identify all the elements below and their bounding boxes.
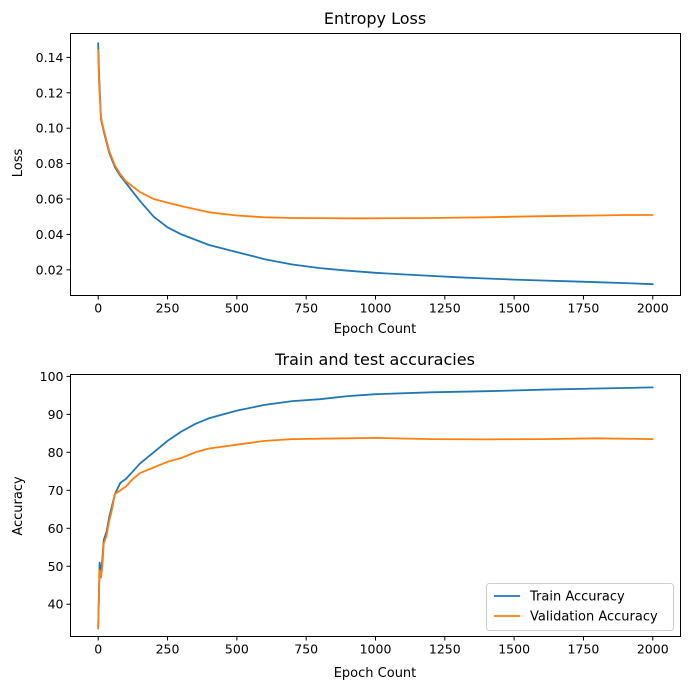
loss-y-axis-label: Loss: [11, 149, 26, 178]
accuracy-y-ticks: 40 50 60 70 80 90 100: [40, 369, 71, 612]
accuracy-x-tick-label: 1500: [498, 642, 530, 657]
accuracy-x-tick-label: 750: [294, 642, 318, 657]
loss-y-tick-label: 0.12: [36, 85, 64, 100]
loss-chart-title: Entropy Loss: [324, 9, 426, 28]
legend-validation-label: Validation Accuracy: [530, 610, 658, 625]
loss-x-ticks: 0 250 500 750 1000 1250 1500 1750 2000: [94, 295, 669, 316]
accuracy-y-tick-label: 50: [48, 559, 64, 574]
accuracy-x-tick-label: 1250: [429, 642, 461, 657]
accuracy-x-tick-label: 500: [225, 642, 249, 657]
accuracy-x-tick-label: 250: [156, 642, 180, 657]
accuracy-x-tick-label: 0: [94, 642, 102, 657]
loss-chart: Entropy Loss Epoch Count Loss 0 250 500 750…: [11, 9, 681, 337]
loss-x-tick-label: 0: [94, 301, 102, 316]
accuracy-y-tick-label: 80: [48, 445, 64, 460]
loss-series: [97, 42, 654, 286]
accuracy-y-tick-label: 60: [48, 521, 64, 536]
loss-x-tick-label: 1000: [360, 301, 392, 316]
accuracy-legend: Train Accuracy Validation Accuracy: [486, 583, 674, 631]
loss-series-line-1: [97, 49, 654, 220]
accuracy-x-axis-label: Epoch Count: [334, 666, 417, 681]
accuracy-plot-frame: [70, 374, 681, 637]
loss-x-axis-label: Epoch Count: [334, 322, 417, 337]
accuracy-chart: Train and test accuracies Epoch Count Ac…: [11, 350, 681, 681]
loss-x-tick-label: 750: [294, 301, 318, 316]
loss-y-ticks: 0.02 0.04 0.06 0.08 0.10 0.12 0.14: [36, 50, 71, 277]
legend-box: [486, 583, 674, 631]
accuracy-series-line-1: [97, 437, 654, 630]
accuracy-chart-title: Train and test accuracies: [274, 350, 475, 369]
accuracy-x-tick-label: 2000: [637, 642, 669, 657]
loss-y-tick-label: 0.02: [36, 262, 64, 277]
accuracy-y-tick-label: 100: [40, 369, 64, 384]
accuracy-x-tick-label: 1000: [360, 642, 392, 657]
loss-x-tick-label: 1500: [498, 301, 530, 316]
accuracy-x-ticks: 0 250 500 750 1000 1250 1500 1750 2000: [94, 636, 669, 657]
accuracy-y-tick-label: 40: [48, 597, 64, 612]
accuracy-series-line-0: [97, 386, 654, 628]
loss-x-tick-label: 500: [225, 301, 249, 316]
loss-y-tick-label: 0.06: [36, 192, 64, 207]
loss-y-tick-label: 0.08: [36, 156, 64, 171]
loss-x-tick-label: 1750: [568, 301, 600, 316]
accuracy-y-axis-label: Accuracy: [11, 476, 26, 536]
loss-x-tick-label: 2000: [637, 301, 669, 316]
loss-y-tick-label: 0.14: [36, 50, 64, 65]
accuracy-y-tick-label: 90: [48, 407, 64, 422]
accuracy-x-tick-label: 1750: [568, 642, 600, 657]
loss-plot-frame: [70, 33, 681, 296]
loss-y-tick-label: 0.04: [36, 227, 64, 242]
accuracy-series: [97, 386, 654, 630]
accuracy-y-tick-label: 70: [48, 483, 64, 498]
legend-train-label: Train Accuracy: [529, 590, 625, 605]
loss-y-tick-label: 0.10: [36, 121, 64, 136]
loss-x-tick-label: 1250: [429, 301, 461, 316]
loss-x-tick-label: 250: [156, 301, 180, 316]
